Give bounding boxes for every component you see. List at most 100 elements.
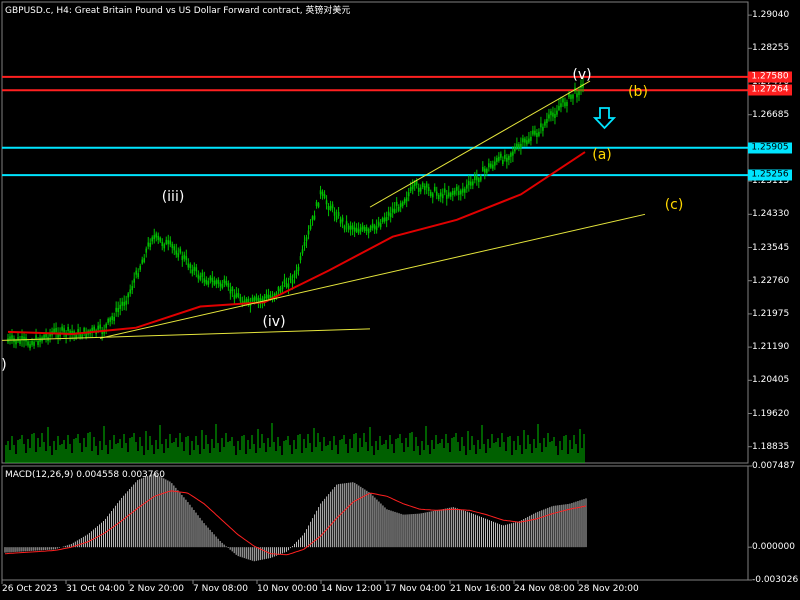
price-candle-body xyxy=(17,337,19,342)
price-candle-body xyxy=(239,297,242,302)
price-candle-body xyxy=(397,206,400,211)
price-candle-body xyxy=(135,270,138,275)
price-candle-body xyxy=(506,157,508,162)
price-candle-body xyxy=(273,294,276,299)
price-candle-body xyxy=(562,98,564,103)
price-candle-body xyxy=(570,94,572,99)
price-candle-body xyxy=(37,340,39,345)
price-tick-label: 1.25115 xyxy=(752,176,790,187)
price-candle-body xyxy=(39,337,41,342)
price-candle-body xyxy=(421,183,424,188)
price-candle-body xyxy=(331,204,334,209)
moving-average-line xyxy=(7,151,586,336)
price-candle-body xyxy=(223,279,226,284)
time-tick-label: 10 Nov 00:00 xyxy=(257,584,318,594)
price-candle-body xyxy=(381,218,384,223)
macd-pane-border xyxy=(1,465,749,581)
price-candle-body xyxy=(373,225,376,230)
price-candle-body xyxy=(159,237,162,242)
price-candle-body xyxy=(441,194,444,199)
price-level-label: 1.25256 xyxy=(748,169,792,181)
price-candle-body xyxy=(45,333,47,338)
chart-title: GBPUSD.c, H4: Great Britain Pound vs US … xyxy=(5,6,351,16)
price-candle-body xyxy=(492,164,494,169)
price-candle-body xyxy=(437,195,440,200)
price-candle-body xyxy=(401,202,404,207)
price-candle-body xyxy=(552,112,554,117)
price-candle-body xyxy=(522,138,524,143)
price-candle-body xyxy=(578,91,580,96)
price-candle-body xyxy=(269,294,272,299)
price-candle-body xyxy=(203,278,206,283)
price-candle-body xyxy=(490,163,492,168)
price-level-label: 1.27264 xyxy=(748,84,792,96)
price-candle-body xyxy=(325,200,328,205)
price-candle-body xyxy=(225,280,228,285)
price-candle-body xyxy=(285,283,288,288)
price-candle-body xyxy=(413,182,416,187)
price-candle-body xyxy=(63,328,65,333)
price-candle-body xyxy=(435,191,438,196)
price-candle-body xyxy=(235,293,238,298)
price-candle-body xyxy=(415,180,418,185)
price-candle-body xyxy=(546,119,548,124)
price-tick-label: 1.28255 xyxy=(752,43,790,54)
price-candle-body xyxy=(315,201,318,206)
price-candle-body xyxy=(488,163,490,168)
price-candle-body xyxy=(113,316,115,321)
price-candle-body xyxy=(321,191,324,196)
price-candle-body xyxy=(167,240,170,245)
price-candle-body xyxy=(470,181,472,186)
price-candle-body xyxy=(69,330,71,335)
price-candle-body xyxy=(165,239,168,244)
price-candle-body xyxy=(337,212,340,217)
price-candle-body xyxy=(536,133,538,138)
price-candle-body xyxy=(347,225,350,230)
macd-tick-label: -0.003026 xyxy=(752,575,799,585)
price-candle-body xyxy=(127,293,130,298)
price-candle-body xyxy=(554,113,556,118)
price-candle-body xyxy=(267,295,270,300)
price-candle-body xyxy=(129,289,132,294)
price-candle-body xyxy=(391,208,394,213)
price-candle-body xyxy=(443,188,446,193)
price-tick-label: 1.22760 xyxy=(752,275,790,286)
price-candle-body xyxy=(11,335,13,340)
price-candle-body xyxy=(197,274,200,279)
price-candle-body xyxy=(291,279,294,284)
price-candle-body xyxy=(77,329,79,334)
price-candle-body xyxy=(259,297,262,302)
price-candle-body xyxy=(233,295,236,300)
price-candle-body xyxy=(281,285,284,290)
price-candle-body xyxy=(534,130,536,135)
price-candle-body xyxy=(526,140,528,145)
price-candle-body xyxy=(151,237,154,242)
price-candle-body xyxy=(355,227,358,232)
price-candle-body xyxy=(307,230,310,235)
price-candle-body xyxy=(119,304,121,309)
price-candle-body xyxy=(175,250,178,255)
price-candle-body xyxy=(317,203,320,208)
price-candle-body xyxy=(335,215,338,220)
price-candle-body xyxy=(502,159,504,164)
price-tick-label: 1.24330 xyxy=(752,209,790,220)
price-candle-body xyxy=(161,241,164,246)
price-candle-body xyxy=(439,192,442,197)
wave-label: (c) xyxy=(664,197,684,213)
price-candle-body xyxy=(201,272,204,277)
price-candle-body xyxy=(163,244,166,249)
price-candle-body xyxy=(293,273,296,278)
price-candle-body xyxy=(139,265,142,270)
down-arrow-icon xyxy=(592,107,617,130)
price-candle-body xyxy=(500,153,502,158)
price-candle-body xyxy=(482,166,484,171)
price-candle-body xyxy=(357,229,360,234)
price-candle-body xyxy=(199,275,202,280)
price-candle-body xyxy=(367,229,370,234)
wave-label: (a) xyxy=(592,147,612,163)
price-candle-body xyxy=(237,292,240,297)
price-candle-body xyxy=(504,154,506,159)
price-tick-label: 1.21975 xyxy=(752,308,790,319)
price-candle-body xyxy=(311,216,314,221)
